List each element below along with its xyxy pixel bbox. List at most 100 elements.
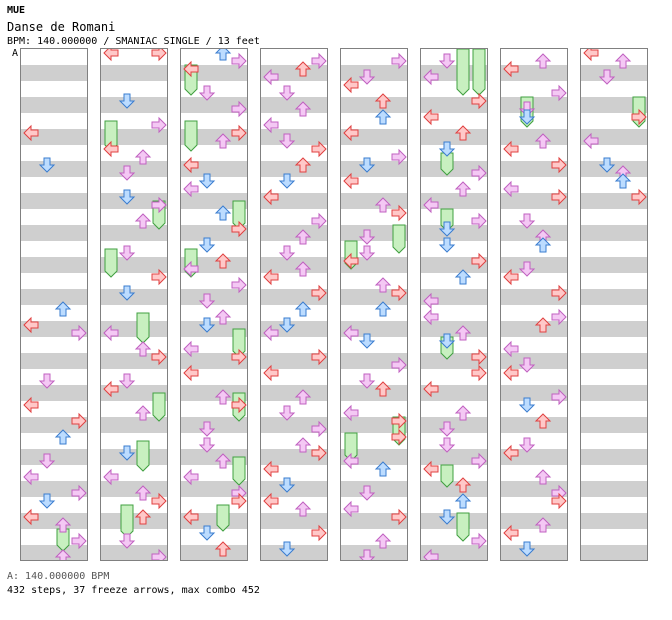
beat-stripe	[21, 225, 87, 241]
down-arrow-icon	[278, 477, 296, 493]
right-arrow-icon	[551, 492, 567, 510]
beat-stripe	[21, 193, 87, 209]
right-arrow-icon	[391, 148, 407, 166]
down-arrow-icon	[198, 317, 216, 333]
notes-layer	[503, 53, 567, 557]
down-arrow-icon	[438, 437, 456, 453]
up-arrow-icon	[534, 469, 552, 485]
right-arrow-icon	[71, 324, 87, 342]
right-arrow-icon	[551, 84, 567, 102]
down-arrow-icon	[198, 437, 216, 453]
up-arrow-icon	[614, 53, 632, 69]
right-arrow-icon	[391, 204, 407, 222]
beat-stripe	[181, 353, 247, 369]
beat-stripe	[261, 129, 327, 145]
up-arrow-icon	[294, 501, 312, 517]
beat-stripe	[421, 513, 487, 529]
beat-stripe	[581, 225, 647, 241]
left-arrow-icon	[503, 364, 519, 382]
beat-stripe	[501, 545, 567, 560]
down-arrow-icon	[358, 229, 376, 245]
beat-stripe	[21, 65, 87, 81]
beat-stripe	[261, 545, 327, 560]
up-arrow-icon	[454, 477, 472, 493]
beat-stripe	[501, 481, 567, 497]
freeze-arrow	[216, 504, 230, 532]
beat-stripe	[101, 289, 167, 305]
beat-stripe	[581, 193, 647, 209]
down-arrow-icon	[358, 69, 376, 85]
left-arrow-icon	[503, 140, 519, 158]
up-arrow-icon	[454, 493, 472, 509]
up-arrow-icon	[534, 413, 552, 429]
right-arrow-icon	[391, 284, 407, 302]
freeze-arrow	[104, 248, 118, 278]
beat-stripe	[501, 97, 567, 113]
right-arrow-icon	[631, 188, 647, 206]
right-arrow-icon	[471, 348, 487, 366]
up-arrow-icon	[294, 389, 312, 405]
beat-stripe	[421, 97, 487, 113]
down-arrow-icon	[598, 69, 616, 85]
down-arrow-icon	[438, 53, 456, 69]
right-arrow-icon	[471, 252, 487, 270]
beat-stripe	[21, 449, 87, 465]
up-arrow-icon	[134, 341, 152, 357]
notes-layer	[103, 49, 167, 560]
left-arrow-icon	[263, 116, 279, 134]
beat-stripe	[341, 353, 407, 369]
down-arrow-icon	[198, 293, 216, 309]
freeze-arrow	[456, 49, 470, 96]
down-arrow-icon	[438, 509, 456, 525]
up-arrow-icon	[534, 317, 552, 333]
beat-stripe	[421, 449, 487, 465]
up-arrow-icon	[134, 149, 152, 165]
left-arrow-icon	[583, 49, 599, 62]
up-arrow-icon	[454, 269, 472, 285]
footer-stats: 432 steps, 37 freeze arrows, max combo 4…	[7, 585, 260, 596]
left-arrow-icon	[103, 49, 119, 62]
beat-stripe	[421, 417, 487, 433]
up-arrow-icon	[54, 301, 72, 317]
freeze-arrow	[232, 456, 246, 486]
beat-stripe	[101, 225, 167, 241]
beat-stripe	[581, 97, 647, 113]
up-arrow-icon	[294, 437, 312, 453]
notes-layer	[583, 49, 647, 206]
up-arrow-icon	[454, 181, 472, 197]
right-arrow-icon	[231, 396, 247, 414]
left-arrow-icon	[103, 324, 119, 342]
beat-stripe	[181, 289, 247, 305]
beat-stripe	[21, 257, 87, 273]
left-arrow-icon	[503, 524, 519, 542]
right-arrow-icon	[71, 532, 87, 550]
beat-stripe	[581, 65, 647, 81]
left-arrow-icon	[343, 124, 359, 142]
down-arrow-icon	[118, 93, 136, 109]
down-arrow-icon	[278, 317, 296, 333]
down-arrow-icon	[38, 453, 56, 469]
beat-stripe	[21, 97, 87, 113]
down-arrow-icon	[358, 373, 376, 389]
notes-layer	[423, 49, 487, 560]
right-arrow-icon	[551, 188, 567, 206]
down-arrow-icon	[438, 237, 456, 253]
left-arrow-icon	[263, 492, 279, 510]
up-arrow-icon	[134, 405, 152, 421]
beat-stripe	[581, 385, 647, 401]
left-arrow-icon	[423, 548, 439, 560]
beat-stripe	[501, 289, 567, 305]
beat-stripe	[341, 289, 407, 305]
beat-stripe	[341, 545, 407, 560]
right-arrow-icon	[551, 284, 567, 302]
beat-stripe	[261, 513, 327, 529]
beat-stripe	[101, 449, 167, 465]
beat-stripe	[181, 225, 247, 241]
left-arrow-icon	[423, 460, 439, 478]
right-arrow-icon	[471, 364, 487, 382]
left-arrow-icon	[183, 260, 199, 278]
up-arrow-icon	[454, 405, 472, 421]
left-arrow-icon	[23, 316, 39, 334]
up-arrow-icon	[374, 301, 392, 317]
beat-stripe	[101, 417, 167, 433]
